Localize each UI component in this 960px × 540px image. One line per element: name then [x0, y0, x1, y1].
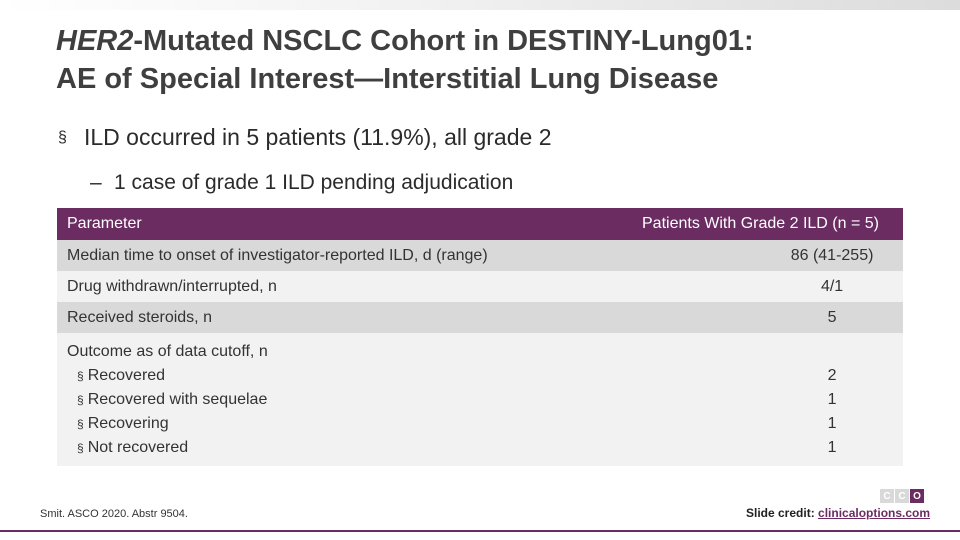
header-parameter: Parameter	[67, 215, 142, 232]
cco-logo: C C O	[880, 489, 924, 503]
outcome-item: § Recovering	[67, 412, 543, 436]
row-label: Median time to onset of investigator-rep…	[67, 246, 488, 264]
row-label: Drug withdrawn/interrupted, n	[67, 277, 277, 295]
row-label: Received steroids, n	[67, 308, 212, 326]
bottom-rule	[0, 530, 960, 532]
bullet-square-icon: §	[77, 441, 84, 455]
outcome-item: § Recovered with sequelae	[67, 388, 543, 412]
table-row: Median time to onset of investigator-rep…	[57, 240, 903, 271]
slide-credit: Slide credit: clinicaloptions.com	[746, 506, 930, 520]
bullet-square-icon: §	[58, 129, 67, 146]
header-patients: Patients With Grade 2 ILD (n = 5)	[642, 215, 879, 232]
outcome-item-value: 2	[827, 367, 837, 384]
table-row-outcome: Outcome as of data cutoff, n § Recovered …	[57, 333, 903, 466]
row-value: 5	[827, 308, 837, 326]
bullet-square-icon: §	[77, 417, 84, 431]
bullet-main: § ILD occurred in 5 patients (11.9%), all…	[58, 124, 552, 151]
logo-letter: C	[895, 489, 909, 503]
credit-label: Slide credit:	[746, 506, 815, 520]
outcome-values: 2 1 1 1	[553, 333, 903, 466]
footnote-citation: Smit. ASCO 2020. Abstr 9504.	[40, 508, 188, 520]
logo-letter: O	[910, 489, 924, 503]
table-row: Received steroids, n 5	[57, 302, 903, 333]
outcome-item-label: Not recovered	[87, 439, 189, 456]
outcome-item: § Recovered	[67, 364, 543, 388]
ild-table: Parameter Patients With Grade 2 ILD (n =…	[57, 208, 903, 466]
outcome-item-value: 1	[827, 439, 837, 456]
bullet-sub: –1 case of grade 1 ILD pending adjudicat…	[90, 171, 513, 195]
outcome-item-label: Recovering	[87, 415, 169, 432]
logo-letter: C	[880, 489, 894, 503]
bullet-square-icon: §	[77, 369, 84, 383]
outcome-item-value: 1	[827, 391, 837, 408]
row-value: 4/1	[820, 277, 844, 295]
bullet-square-icon: §	[77, 393, 84, 407]
outcome-item-label: Recovered	[87, 367, 166, 384]
bullet-sub-text: 1 case of grade 1 ILD pending adjudicati…	[114, 171, 514, 194]
table-row: Drug withdrawn/interrupted, n 4/1	[57, 271, 903, 302]
title-line-2: AE of Special Interest—Interstitial Lung…	[56, 63, 719, 95]
title-gene-italic: HER2	[56, 25, 134, 57]
outcome-label: Outcome as of data cutoff, n	[67, 343, 268, 360]
outcome-cell: Outcome as of data cutoff, n § Recovered …	[57, 333, 553, 466]
title-line-1: HER2-Mutated NSCLC Cohort in DESTINY-Lun…	[56, 22, 936, 60]
table-header-row: Parameter Patients With Grade 2 ILD (n =…	[57, 208, 903, 240]
title-line-1-rest: -Mutated NSCLC Cohort in DESTINY-Lung01:	[133, 25, 754, 57]
dash-icon: –	[90, 171, 102, 194]
top-gradient-band	[0, 0, 960, 10]
row-value: 86 (41-255)	[790, 246, 874, 264]
bullet-main-text: ILD occurred in 5 patients (11.9%), all …	[84, 124, 552, 150]
outcome-item-label: Recovered with sequelae	[87, 391, 268, 408]
credit-link[interactable]: clinicaloptions.com	[818, 506, 931, 520]
outcome-item-value: 1	[827, 415, 837, 432]
outcome-item: § Not recovered	[67, 436, 543, 460]
slide-title: HER2-Mutated NSCLC Cohort in DESTINY-Lun…	[56, 22, 936, 98]
